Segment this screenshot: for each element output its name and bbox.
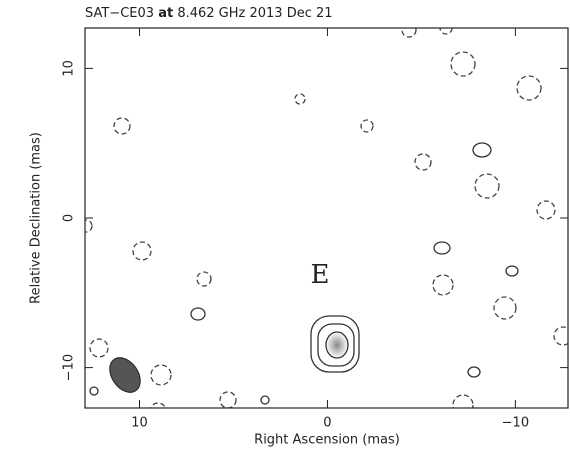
chart-title: SAT−CE03 at 8.462 GHz 2013 Dec 21	[85, 6, 333, 21]
y-tick-label: 0	[62, 214, 77, 222]
chart: SAT−CE03 at 8.462 GHz 2013 Dec 21	[0, 0, 570, 453]
y-tick-label: −10	[62, 354, 77, 381]
x-axis-label: Right Ascension (mas)	[254, 433, 400, 448]
y-tick-label: 10	[62, 60, 77, 77]
x-tick-label: −10	[502, 416, 529, 431]
y-axis-label: Relative Declination (mas)	[29, 132, 44, 304]
x-tick-label: 10	[131, 416, 148, 431]
x-tick-label: 0	[323, 416, 331, 431]
annotation: E	[311, 260, 330, 290]
contour-map	[80, 22, 570, 419]
